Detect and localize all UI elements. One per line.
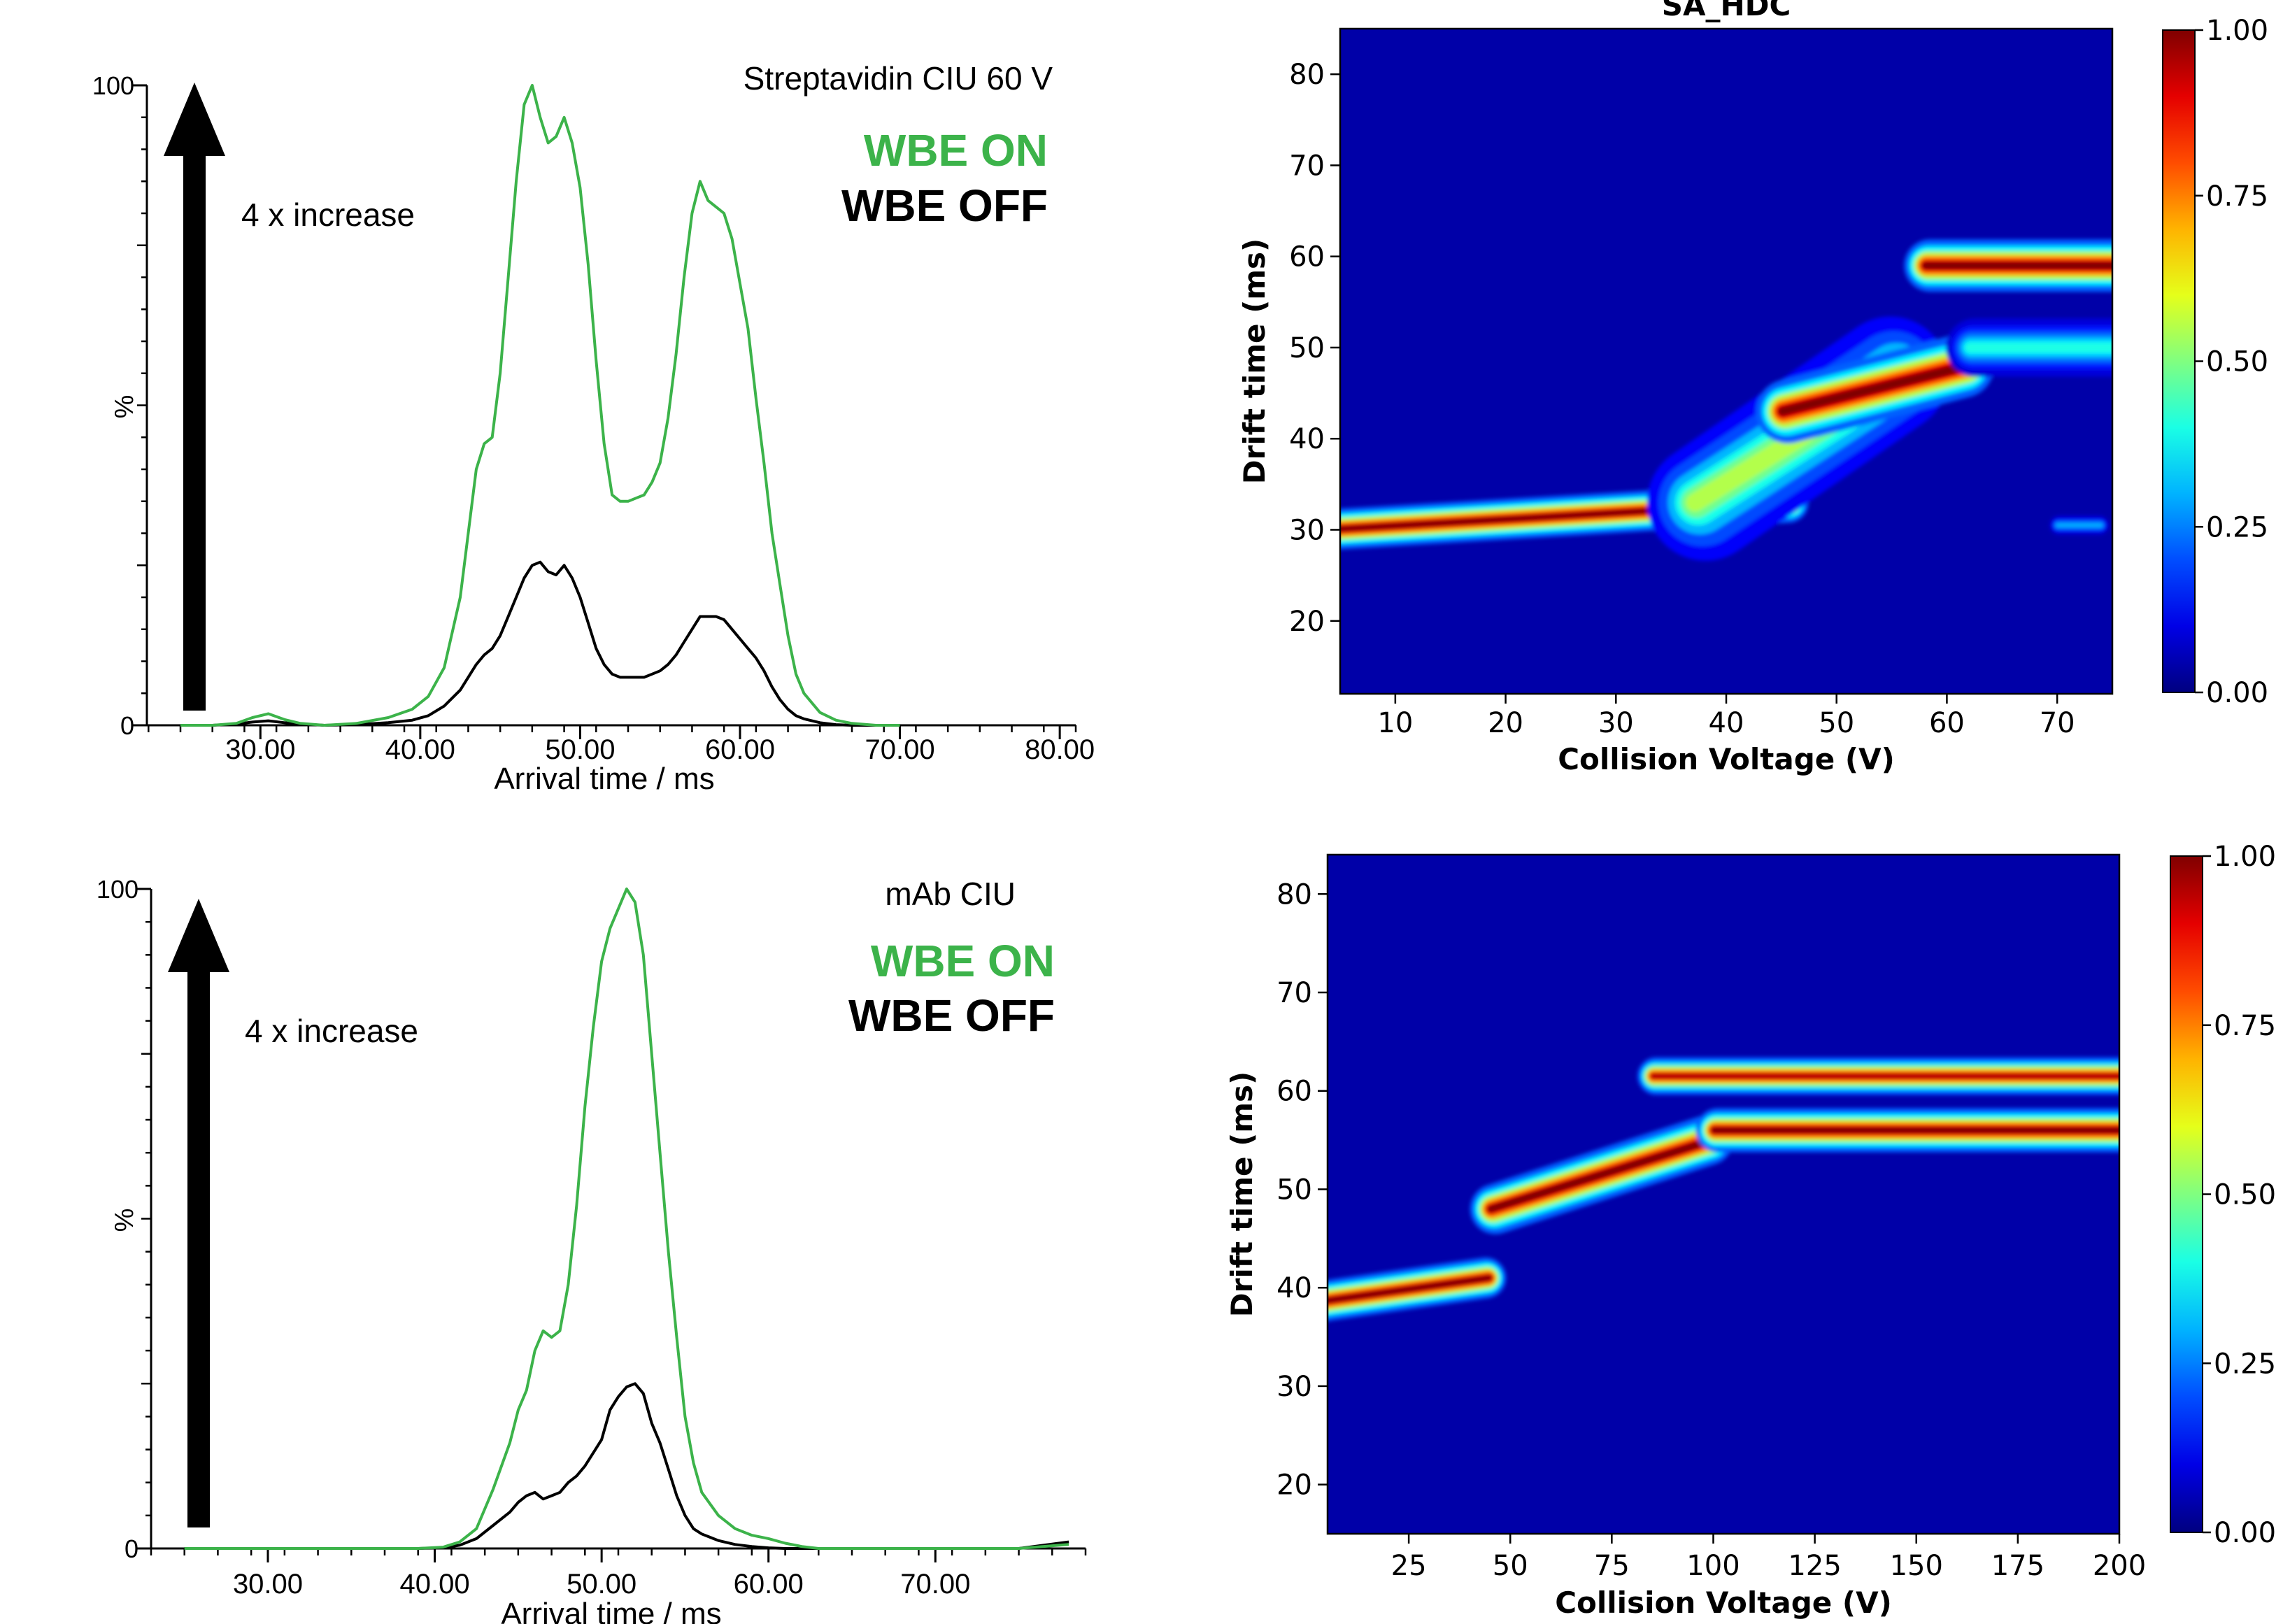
- chart-streptavidin-arrival-time: 30.00 40.00 50.00 60.00 70.00 80.00 100 0 Arriva…: [92, 60, 1095, 796]
- heatmap-title: SA_HDC: [1662, 0, 1791, 22]
- colorbar: [2162, 29, 2196, 693]
- x-tick-label: 10: [1377, 707, 1413, 739]
- x-tick-label: 50.00: [567, 1569, 636, 1600]
- colorbar-tick-label: 0.75: [2214, 1010, 2276, 1042]
- heatmap-feature-band: [1486, 1136, 1716, 1213]
- y-tick-label: 40: [1289, 423, 1325, 455]
- x-tick-label: 30: [1598, 707, 1634, 739]
- y-tick-label: 30: [1289, 515, 1325, 547]
- arrow-label: 4 x increase: [245, 1013, 418, 1049]
- legend-label: WBE OFF: [848, 990, 1055, 1041]
- heatmap-frame: [1326, 853, 2121, 1535]
- y-tick-label: 70: [1289, 150, 1325, 182]
- increase-arrow-shaft: [183, 149, 206, 711]
- x-axis-title: Arrival time / ms: [494, 762, 714, 796]
- x-tick-label: 70.00: [865, 734, 935, 765]
- y-tick-label: 30: [1276, 1371, 1312, 1403]
- colorbar-tick-label: 0.00: [2214, 1517, 2276, 1549]
- increase-arrow-shaft: [187, 965, 210, 1527]
- y-tick-label: 20: [1276, 1469, 1312, 1502]
- x-tick-label: 175: [1991, 1550, 2044, 1582]
- y-tick-label: 50: [1276, 1174, 1312, 1206]
- x-tick-label: 80.00: [1025, 734, 1095, 765]
- legend-label: WBE ON: [864, 125, 1048, 176]
- heatmap-background: [1328, 855, 2119, 1534]
- x-tick-label: 60.00: [705, 734, 775, 765]
- y-tick-label: 100: [97, 875, 138, 904]
- heatmap-sa-hdc: 10 20 30 40 50 60 70 20 30 40 50 60 70 80 Collision Vo…: [1237, 0, 2268, 776]
- colorbar-tick-label: 0.50: [2206, 346, 2268, 378]
- colorbar-tick-label: 1.00: [2206, 15, 2268, 47]
- x-tick-label: 200: [2093, 1550, 2146, 1582]
- y-axis-title: %: [110, 1209, 139, 1232]
- legend-label: WBE OFF: [841, 180, 1048, 231]
- increase-arrow-head: [164, 83, 225, 156]
- x-tick-label: 150: [1890, 1550, 1943, 1582]
- colorbar-tick-label: 0.75: [2206, 180, 2268, 213]
- x-tick-label: 40.00: [385, 734, 455, 765]
- x-axis-title: Collision Voltage (V): [1558, 742, 1895, 776]
- x-tick-label: 75: [1594, 1550, 1630, 1582]
- chart-mab-arrival-time: 30.00 40.00 50.00 60.00 70.00 100 0 Arrival tim…: [97, 875, 1087, 1624]
- x-tick-label: 70: [2040, 707, 2075, 739]
- heatmap-feature-band: [1328, 1274, 1493, 1304]
- y-tick-label: 80: [1289, 59, 1325, 91]
- increase-arrow-head: [168, 899, 229, 972]
- x-tick-label: 60: [1929, 707, 1965, 739]
- colorbar-tick-label: 0.25: [2206, 511, 2268, 543]
- y-axis-title: Drift time (ms): [1225, 1071, 1259, 1317]
- legend-label: WBE ON: [871, 936, 1055, 986]
- x-tick-label: 100: [1686, 1550, 1740, 1582]
- colorbar-tick-label: 0.25: [2214, 1348, 2276, 1380]
- x-tick-label: 60.00: [734, 1569, 804, 1600]
- y-axis-title: Drift time (ms): [1237, 238, 1272, 484]
- x-tick-label: 125: [1788, 1550, 1841, 1582]
- x-tick-label: 50: [1493, 1550, 1528, 1582]
- y-tick-label: 40: [1276, 1272, 1312, 1304]
- arrow-label: 4 x increase: [241, 197, 415, 233]
- y-tick-label: 80: [1276, 878, 1312, 911]
- colorbar-tick-label: 0.00: [2206, 677, 2268, 709]
- y-tick-label: 60: [1276, 1076, 1312, 1108]
- x-axis-title: Collision Voltage (V): [1555, 1586, 1892, 1620]
- series-line-wbe-off: [184, 1382, 1069, 1550]
- colorbar-tick-label: 0.50: [2214, 1179, 2276, 1211]
- x-tick-label: 20: [1488, 707, 1523, 739]
- x-tick-label: 40: [1709, 707, 1744, 739]
- x-tick-label: 70.00: [900, 1569, 970, 1600]
- heatmap-mab-ciu: 25 50 75 100 125 150 175 200 20 30 40 50 60 70 80 Colli…: [1225, 841, 2276, 1620]
- y-tick-label: 70: [1276, 977, 1312, 1009]
- x-axis-title: Arrival time / ms: [501, 1597, 721, 1624]
- colorbar: [2170, 855, 2203, 1533]
- x-tick-label: 50: [1819, 707, 1854, 739]
- y-tick-label: 20: [1289, 606, 1325, 638]
- y-tick-label: 100: [92, 71, 134, 100]
- series-line-wbe-on: [184, 888, 1069, 1550]
- y-tick-label: 0: [125, 1534, 138, 1563]
- series-line-wbe-on: [180, 84, 900, 727]
- y-tick-label: 50: [1289, 332, 1325, 364]
- colorbar-tick-label: 1.00: [2214, 841, 2276, 873]
- x-tick-label: 25: [1391, 1550, 1427, 1582]
- heatmap-feature-band: [1777, 360, 1973, 417]
- heatmap-features: [1340, 239, 2112, 561]
- x-tick-label: 50.00: [545, 734, 615, 765]
- x-tick-label: 40.00: [400, 1569, 470, 1600]
- y-tick-label: 0: [120, 711, 134, 740]
- x-tick-label: 30.00: [233, 1569, 303, 1600]
- sample-annotation: Streptavidin CIU 60 V: [744, 60, 1053, 97]
- y-axis-title: %: [110, 395, 139, 419]
- y-tick-label: 60: [1289, 241, 1325, 273]
- heatmap-features: [1328, 1057, 2119, 1322]
- series-line-wbe-off: [180, 560, 900, 727]
- sample-annotation: mAb CIU: [885, 876, 1016, 912]
- x-tick-label: 30.00: [225, 734, 295, 765]
